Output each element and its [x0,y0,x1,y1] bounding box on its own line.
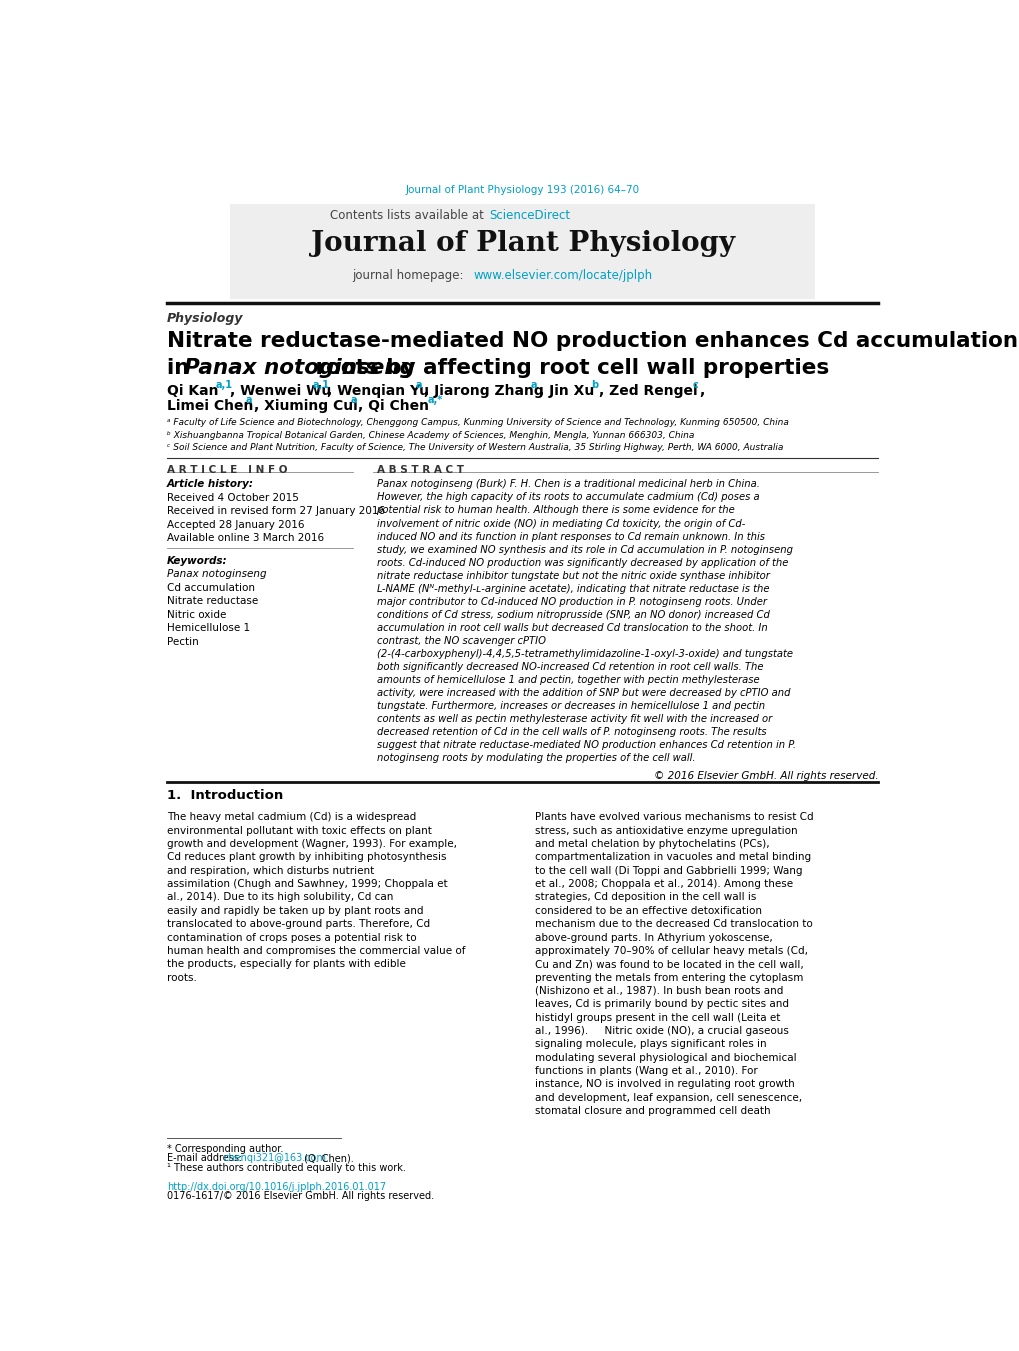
Text: , Xiuming Cui: , Xiuming Cui [254,400,358,413]
Text: Article history:: Article history: [167,480,254,489]
Text: 0176-1617/© 2016 Elsevier GmbH. All rights reserved.: 0176-1617/© 2016 Elsevier GmbH. All righ… [167,1192,434,1201]
Text: in: in [167,358,197,378]
Text: Qi Kan: Qi Kan [167,384,218,397]
Text: Physiology: Physiology [167,312,244,326]
Text: A B S T R A C T: A B S T R A C T [376,465,463,474]
Text: a: a [530,380,537,389]
FancyBboxPatch shape [230,204,814,300]
Text: www.elsevier.com/locate/jplph: www.elsevier.com/locate/jplph [473,269,652,282]
Text: ,: , [698,384,703,397]
Text: ¹ These authors contributed equally to this work.: ¹ These authors contributed equally to t… [167,1163,406,1173]
Text: ScienceDirect: ScienceDirect [489,209,570,222]
Text: Accepted 28 January 2016: Accepted 28 January 2016 [167,520,305,530]
Text: b: b [591,380,598,389]
Text: * Corresponding author.: * Corresponding author. [167,1144,283,1154]
Text: Journal of Plant Physiology: Journal of Plant Physiology [311,230,734,257]
Text: , Wenwei Wu: , Wenwei Wu [230,384,331,397]
Text: a: a [351,394,357,405]
Text: 1.  Introduction: 1. Introduction [167,789,283,802]
Text: © 2016 Elsevier GmbH. All rights reserved.: © 2016 Elsevier GmbH. All rights reserve… [653,770,877,781]
Text: , Qi Chen: , Qi Chen [358,400,429,413]
Text: c: c [692,380,698,389]
Text: Journal of Plant Physiology 193 (2016) 64–70: Journal of Plant Physiology 193 (2016) 6… [406,185,639,195]
Text: (Q. Chen).: (Q. Chen). [302,1154,354,1163]
Text: , Zed Rengel: , Zed Rengel [599,384,697,397]
Text: , Jin Xu: , Jin Xu [538,384,593,397]
Text: Received in revised form 27 January 2016: Received in revised form 27 January 2016 [167,507,385,516]
Text: Received 4 October 2015: Received 4 October 2015 [167,493,299,503]
Text: ᵇ Xishuangbanna Tropical Botanical Garden, Chinese Academy of Sciences, Menghin,: ᵇ Xishuangbanna Tropical Botanical Garde… [167,431,694,439]
Text: , Wenqian Yu: , Wenqian Yu [326,384,428,397]
Text: a,1: a,1 [312,380,329,389]
Text: Panax notoginseng (Burk) F. H. Chen is a traditional medicinal herb in China.
Ho: Panax notoginseng (Burk) F. H. Chen is a… [376,480,795,763]
Text: a,*: a,* [428,394,442,405]
Text: ᵃ Faculty of Life Science and Biotechnology, Chenggong Campus, Kunming Universit: ᵃ Faculty of Life Science and Biotechnol… [167,417,788,427]
Text: E-mail address:: E-mail address: [167,1154,246,1163]
Text: , Jiarong Zhang: , Jiarong Zhang [424,384,543,397]
Text: a,1: a,1 [216,380,232,389]
Text: Panax notoginseng: Panax notoginseng [167,569,266,580]
Text: A R T I C L E   I N F O: A R T I C L E I N F O [167,465,287,474]
Text: Available online 3 March 2016: Available online 3 March 2016 [167,534,324,543]
Text: Pectin: Pectin [167,638,199,647]
Text: Keywords:: Keywords: [167,555,227,566]
Text: ᶜ Soil Science and Plant Nutrition, Faculty of Science, The University of Wester: ᶜ Soil Science and Plant Nutrition, Facu… [167,443,783,453]
Text: The heavy metal cadmium (Cd) is a widespread
environmental pollutant with toxic : The heavy metal cadmium (Cd) is a widesp… [167,812,465,982]
Text: Limei Chen: Limei Chen [167,400,253,413]
Text: Nitrate reductase: Nitrate reductase [167,596,258,607]
Text: Contents lists available at: Contents lists available at [329,209,487,222]
Text: Nitrate reductase-mediated NO production enhances Cd accumulation: Nitrate reductase-mediated NO production… [167,331,1017,351]
Text: chenqi321@163.com: chenqi321@163.com [224,1154,327,1163]
Text: a: a [416,380,422,389]
Text: Hemicellulose 1: Hemicellulose 1 [167,623,250,634]
Text: Panax notoginseng: Panax notoginseng [184,358,415,378]
Text: http://dx.doi.org/10.1016/j.jplph.2016.01.017: http://dx.doi.org/10.1016/j.jplph.2016.0… [167,1182,386,1192]
Text: roots by affecting root cell wall properties: roots by affecting root cell wall proper… [308,358,828,378]
Text: Cd accumulation: Cd accumulation [167,582,255,593]
Text: Nitric oxide: Nitric oxide [167,609,226,620]
Text: a: a [246,394,253,405]
Text: journal homepage:: journal homepage: [352,269,471,282]
Text: Plants have evolved various mechanisms to resist Cd
stress, such as antioxidativ: Plants have evolved various mechanisms t… [534,812,812,1116]
